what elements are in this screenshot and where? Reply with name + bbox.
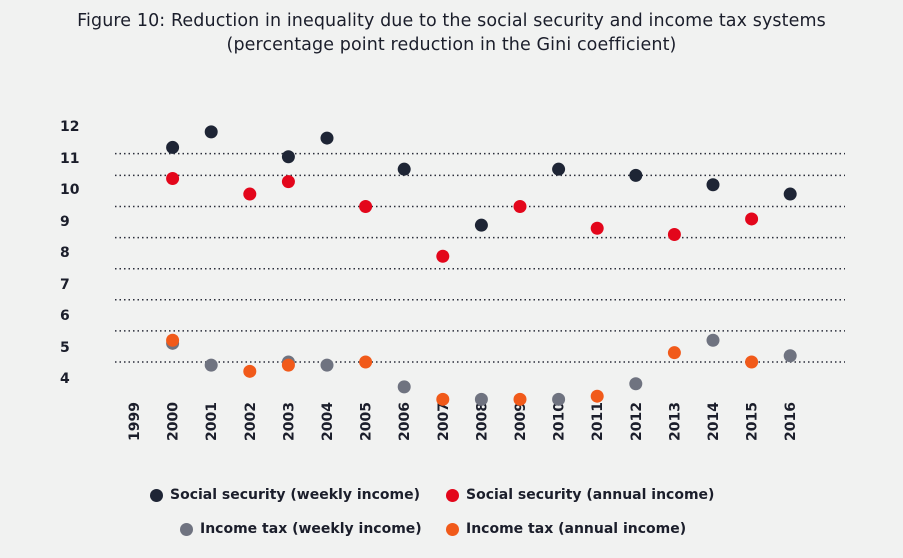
data-point-3 <box>783 349 797 363</box>
data-point-1 <box>204 125 218 139</box>
x-tick-label: 2008 <box>474 402 490 441</box>
data-point-2 <box>745 212 759 226</box>
legend-label: Income tax (weekly income) <box>200 521 422 537</box>
x-tick-label: 1999 <box>127 402 143 441</box>
y-axis-ticks: 4 5 6 7 8 9 10 11 12 <box>60 119 80 387</box>
x-tick-label: 2015 <box>745 402 761 441</box>
y-tick-label: 5 <box>60 340 70 356</box>
legend-label: Social security (weekly income) <box>170 487 421 503</box>
data-point-2 <box>359 200 373 213</box>
x-tick-label: 2011 <box>590 402 606 441</box>
legend-item-tax-annual: Income tax (annual income) <box>446 521 686 537</box>
chart-title-line1: Figure 10: Reduction in inequality due t… <box>77 11 826 31</box>
data-point-4 <box>667 346 681 360</box>
data-point-3 <box>397 380 411 394</box>
data-point-2 <box>166 172 180 186</box>
y-tick-label: 7 <box>60 277 70 293</box>
x-axis-ticks: 1999 2000 2001 2002 2003 2004 2005 2006 2007 2008… <box>127 402 799 441</box>
data-point-3 <box>204 358 218 372</box>
data-point-1 <box>474 218 488 232</box>
data-point-1 <box>320 131 334 145</box>
x-tick-label: 2007 <box>436 402 452 441</box>
data-point-4 <box>590 389 604 403</box>
y-tick-label: 8 <box>60 245 70 261</box>
data-point-4 <box>281 358 295 372</box>
data-point-2 <box>436 249 450 263</box>
x-tick-label: 2004 <box>320 402 336 441</box>
x-tick-label: 2010 <box>552 402 568 441</box>
legend-item-tax-weekly: Income tax (weekly income) <box>180 521 422 537</box>
data-point-4 <box>243 364 257 378</box>
data-point-4 <box>166 333 180 347</box>
legend-swatch <box>150 488 163 502</box>
data-point-3 <box>320 358 334 372</box>
x-tick-label: 2003 <box>281 402 297 441</box>
data-point-2 <box>281 175 295 189</box>
data-point-1 <box>783 187 797 201</box>
legend-label: Social security (annual income) <box>466 487 715 503</box>
data-points <box>166 125 797 406</box>
y-tick-label: 10 <box>60 182 80 198</box>
data-point-4 <box>436 392 450 406</box>
x-tick-label: 2006 <box>397 402 413 441</box>
x-tick-label: 2005 <box>359 402 375 441</box>
y-tick-label: 11 <box>60 151 79 167</box>
data-point-4 <box>359 355 373 369</box>
data-point-3 <box>706 333 720 347</box>
x-tick-label: 2013 <box>667 402 683 441</box>
x-tick-label: 2002 <box>243 402 259 441</box>
data-point-2 <box>243 187 257 201</box>
y-tick-label: 6 <box>60 308 70 324</box>
data-point-1 <box>629 168 643 182</box>
data-point-1 <box>552 162 566 176</box>
y-tick-label: 9 <box>60 214 70 230</box>
gridlines <box>115 152 845 363</box>
data-point-1 <box>166 140 180 154</box>
data-point-4 <box>745 355 759 369</box>
data-point-3 <box>629 377 643 391</box>
legend-label: Income tax (annual income) <box>466 521 687 537</box>
legend-swatch <box>180 522 193 536</box>
data-point-2 <box>667 227 681 241</box>
data-point-2 <box>590 221 604 235</box>
data-point-1 <box>397 162 411 176</box>
data-point-4 <box>513 392 527 406</box>
data-point-1 <box>281 150 295 164</box>
y-tick-label: 4 <box>60 371 70 387</box>
data-point-2 <box>513 200 527 213</box>
x-tick-label: 2012 <box>629 402 645 441</box>
x-tick-label: 2014 <box>706 402 722 441</box>
y-tick-label: 12 <box>60 119 79 135</box>
legend-swatch <box>446 522 459 536</box>
legend-swatch <box>446 488 459 502</box>
legend-item-ss-weekly: Social security (weekly income) <box>150 487 420 503</box>
data-point-1 <box>706 178 720 192</box>
chart-title: Figure 10: Reduction in inequality due t… <box>0 9 903 57</box>
data-point-3 <box>474 392 488 406</box>
x-tick-label: 2009 <box>513 402 529 441</box>
x-tick-label: 2001 <box>204 402 220 441</box>
chart-subtitle: (percentage point reduction in the Gini … <box>226 35 677 55</box>
legend-item-ss-annual: Social security (annual income) <box>446 487 714 503</box>
x-tick-label: 2000 <box>166 402 182 441</box>
data-point-3 <box>552 392 566 406</box>
x-tick-label: 2016 <box>783 402 799 441</box>
